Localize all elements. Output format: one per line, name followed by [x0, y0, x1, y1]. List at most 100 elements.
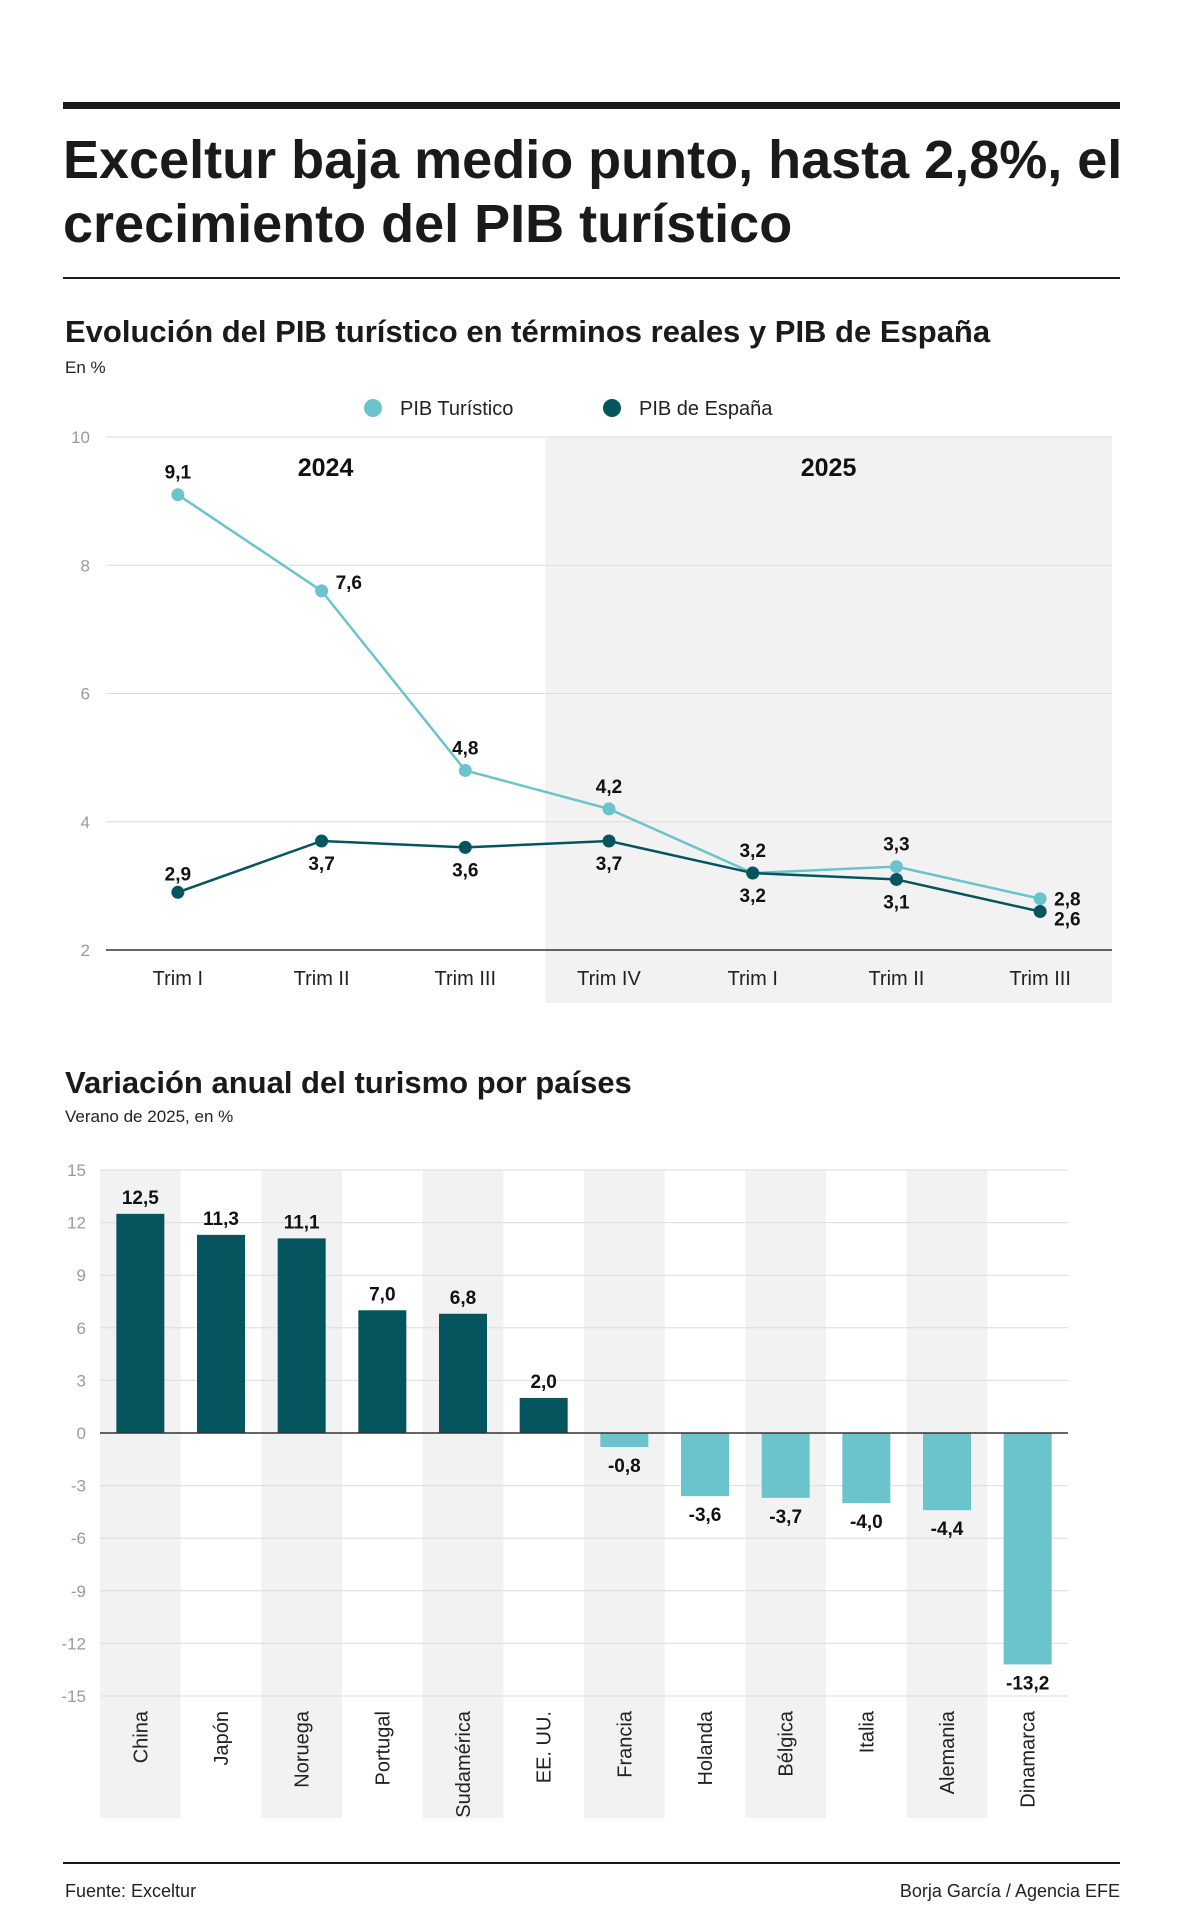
data-label-pib-espana: 3,2: [740, 886, 766, 907]
data-label-pib-turistico: 3,2: [740, 841, 766, 862]
legend-swatch: [603, 399, 621, 417]
data-point: [315, 584, 329, 598]
column-shade: [422, 1170, 504, 1818]
x-tick-label: Trim III: [1009, 968, 1070, 990]
y-tick-label: -3: [71, 1477, 86, 1496]
data-label-pib-turistico: 4,2: [596, 777, 622, 798]
y-tick-label: 6: [81, 685, 90, 704]
line-chart: 10 8 6 4 2 2024 2025 Trim I Trim II Trim III Trim …: [71, 398, 1112, 1003]
y-tick-label: -15: [61, 1687, 86, 1706]
x-tick-label: Holanda: [695, 1710, 717, 1785]
data-label: 2,0: [530, 1372, 556, 1393]
bar: [116, 1213, 165, 1433]
x-tick-label: Sudamérica: [453, 1710, 475, 1818]
headline-rule: [63, 277, 1120, 279]
data-label: 12,5: [122, 1188, 159, 1209]
y-tick-label: 2: [81, 941, 90, 960]
x-tick-label: Dinamarca: [1018, 1710, 1040, 1808]
top-rule: [63, 102, 1120, 109]
period-label: 2024: [298, 454, 354, 482]
x-tick-label: Noruega: [292, 1710, 314, 1788]
data-point: [602, 834, 616, 848]
x-tick-label: Francia: [614, 1710, 636, 1778]
data-label-pib-espana: 2,9: [165, 864, 191, 885]
bar: [358, 1310, 407, 1433]
legend-label: PIB de España: [639, 398, 773, 420]
x-tick-label: Italia: [856, 1710, 878, 1753]
data-point: [889, 860, 903, 874]
x-tick-label: Japón: [211, 1711, 233, 1766]
data-point: [889, 872, 903, 886]
data-point: [1033, 892, 1047, 906]
line-chart-unit: En %: [65, 358, 106, 377]
data-label-pib-turistico: 7,6: [336, 573, 362, 594]
x-tick-label: Trim III: [435, 968, 496, 990]
data-label: -3,6: [689, 1505, 722, 1526]
data-point: [1033, 905, 1047, 919]
column-shade: [584, 1170, 665, 1818]
data-label: 11,3: [203, 1209, 239, 1230]
data-label-pib-espana: 3,7: [596, 854, 622, 875]
bar: [842, 1433, 891, 1504]
x-tick-label: Trim I: [153, 968, 203, 990]
bar: [761, 1433, 810, 1498]
source-note: Fuente: Exceltur: [65, 1881, 197, 1901]
data-point: [315, 834, 329, 848]
x-tick-label: Trim IV: [577, 968, 641, 990]
data-point: [602, 802, 616, 816]
y-tick-label: 10: [71, 428, 90, 447]
x-tick-label: Trim II: [868, 968, 924, 990]
data-label: 7,0: [369, 1284, 395, 1305]
headline: Exceltur baja medio punto, hasta 2,8%, e…: [63, 130, 1123, 254]
x-tick-label: Bélgica: [776, 1710, 798, 1776]
y-tick-label: 9: [77, 1266, 86, 1285]
y-tick-label: 4: [81, 813, 90, 832]
data-label: -3,7: [769, 1507, 802, 1528]
y-tick-label: -9: [71, 1582, 86, 1601]
period-label: 2025: [801, 454, 857, 482]
data-label: -4,4: [931, 1519, 964, 1540]
y-tick-label: 8: [81, 556, 90, 575]
data-label: -4,0: [850, 1512, 883, 1533]
data-label-pib-espana: 3,7: [308, 854, 334, 875]
x-tick-label: EE. UU.: [534, 1711, 556, 1783]
x-tick-label: Portugal: [372, 1711, 394, 1786]
bar: [439, 1313, 487, 1433]
bar: [197, 1234, 245, 1433]
period-shade-2025: [545, 437, 1112, 1003]
data-label-pib-turistico: 3,3: [883, 835, 909, 856]
footer-rule: [63, 1862, 1120, 1864]
line-chart-title: Evolución del PIB turístico en términos …: [65, 314, 991, 349]
data-label: 11,1: [284, 1212, 320, 1233]
x-tick-label: Trim I: [728, 968, 778, 990]
y-tick-label: 6: [77, 1319, 86, 1338]
bar: [277, 1238, 326, 1433]
data-point: [746, 866, 760, 880]
data-point: [458, 840, 472, 854]
x-tick-label: China: [130, 1710, 152, 1763]
credit-note: Borja García / Agencia EFE: [899, 1881, 1120, 1901]
legend-swatch: [364, 399, 382, 417]
y-tick-label: 12: [67, 1214, 86, 1233]
y-tick-label: -6: [71, 1529, 86, 1548]
x-tick-label: Alemania: [937, 1710, 959, 1794]
data-label-pib-espana: 3,6: [452, 860, 478, 881]
bar: [600, 1433, 649, 1448]
legend-label: PIB Turístico: [400, 398, 513, 420]
bar: [1003, 1433, 1052, 1665]
data-label: -13,2: [1006, 1673, 1049, 1694]
data-label: -0,8: [608, 1456, 641, 1477]
y-tick-label: 0: [77, 1424, 86, 1443]
y-tick-label: 15: [67, 1161, 86, 1180]
bar: [681, 1433, 729, 1497]
x-tick-label: Trim II: [294, 968, 350, 990]
data-label-pib-turistico: 9,1: [165, 463, 192, 484]
bar: [519, 1397, 568, 1433]
data-point: [171, 885, 185, 899]
y-tick-label: 3: [77, 1371, 86, 1390]
data-label-pib-turistico: 2,8: [1054, 890, 1080, 911]
bar: [923, 1433, 971, 1511]
data-label: 6,8: [450, 1288, 476, 1309]
bar-chart-title: Variación anual del turismo por países: [65, 1065, 632, 1100]
